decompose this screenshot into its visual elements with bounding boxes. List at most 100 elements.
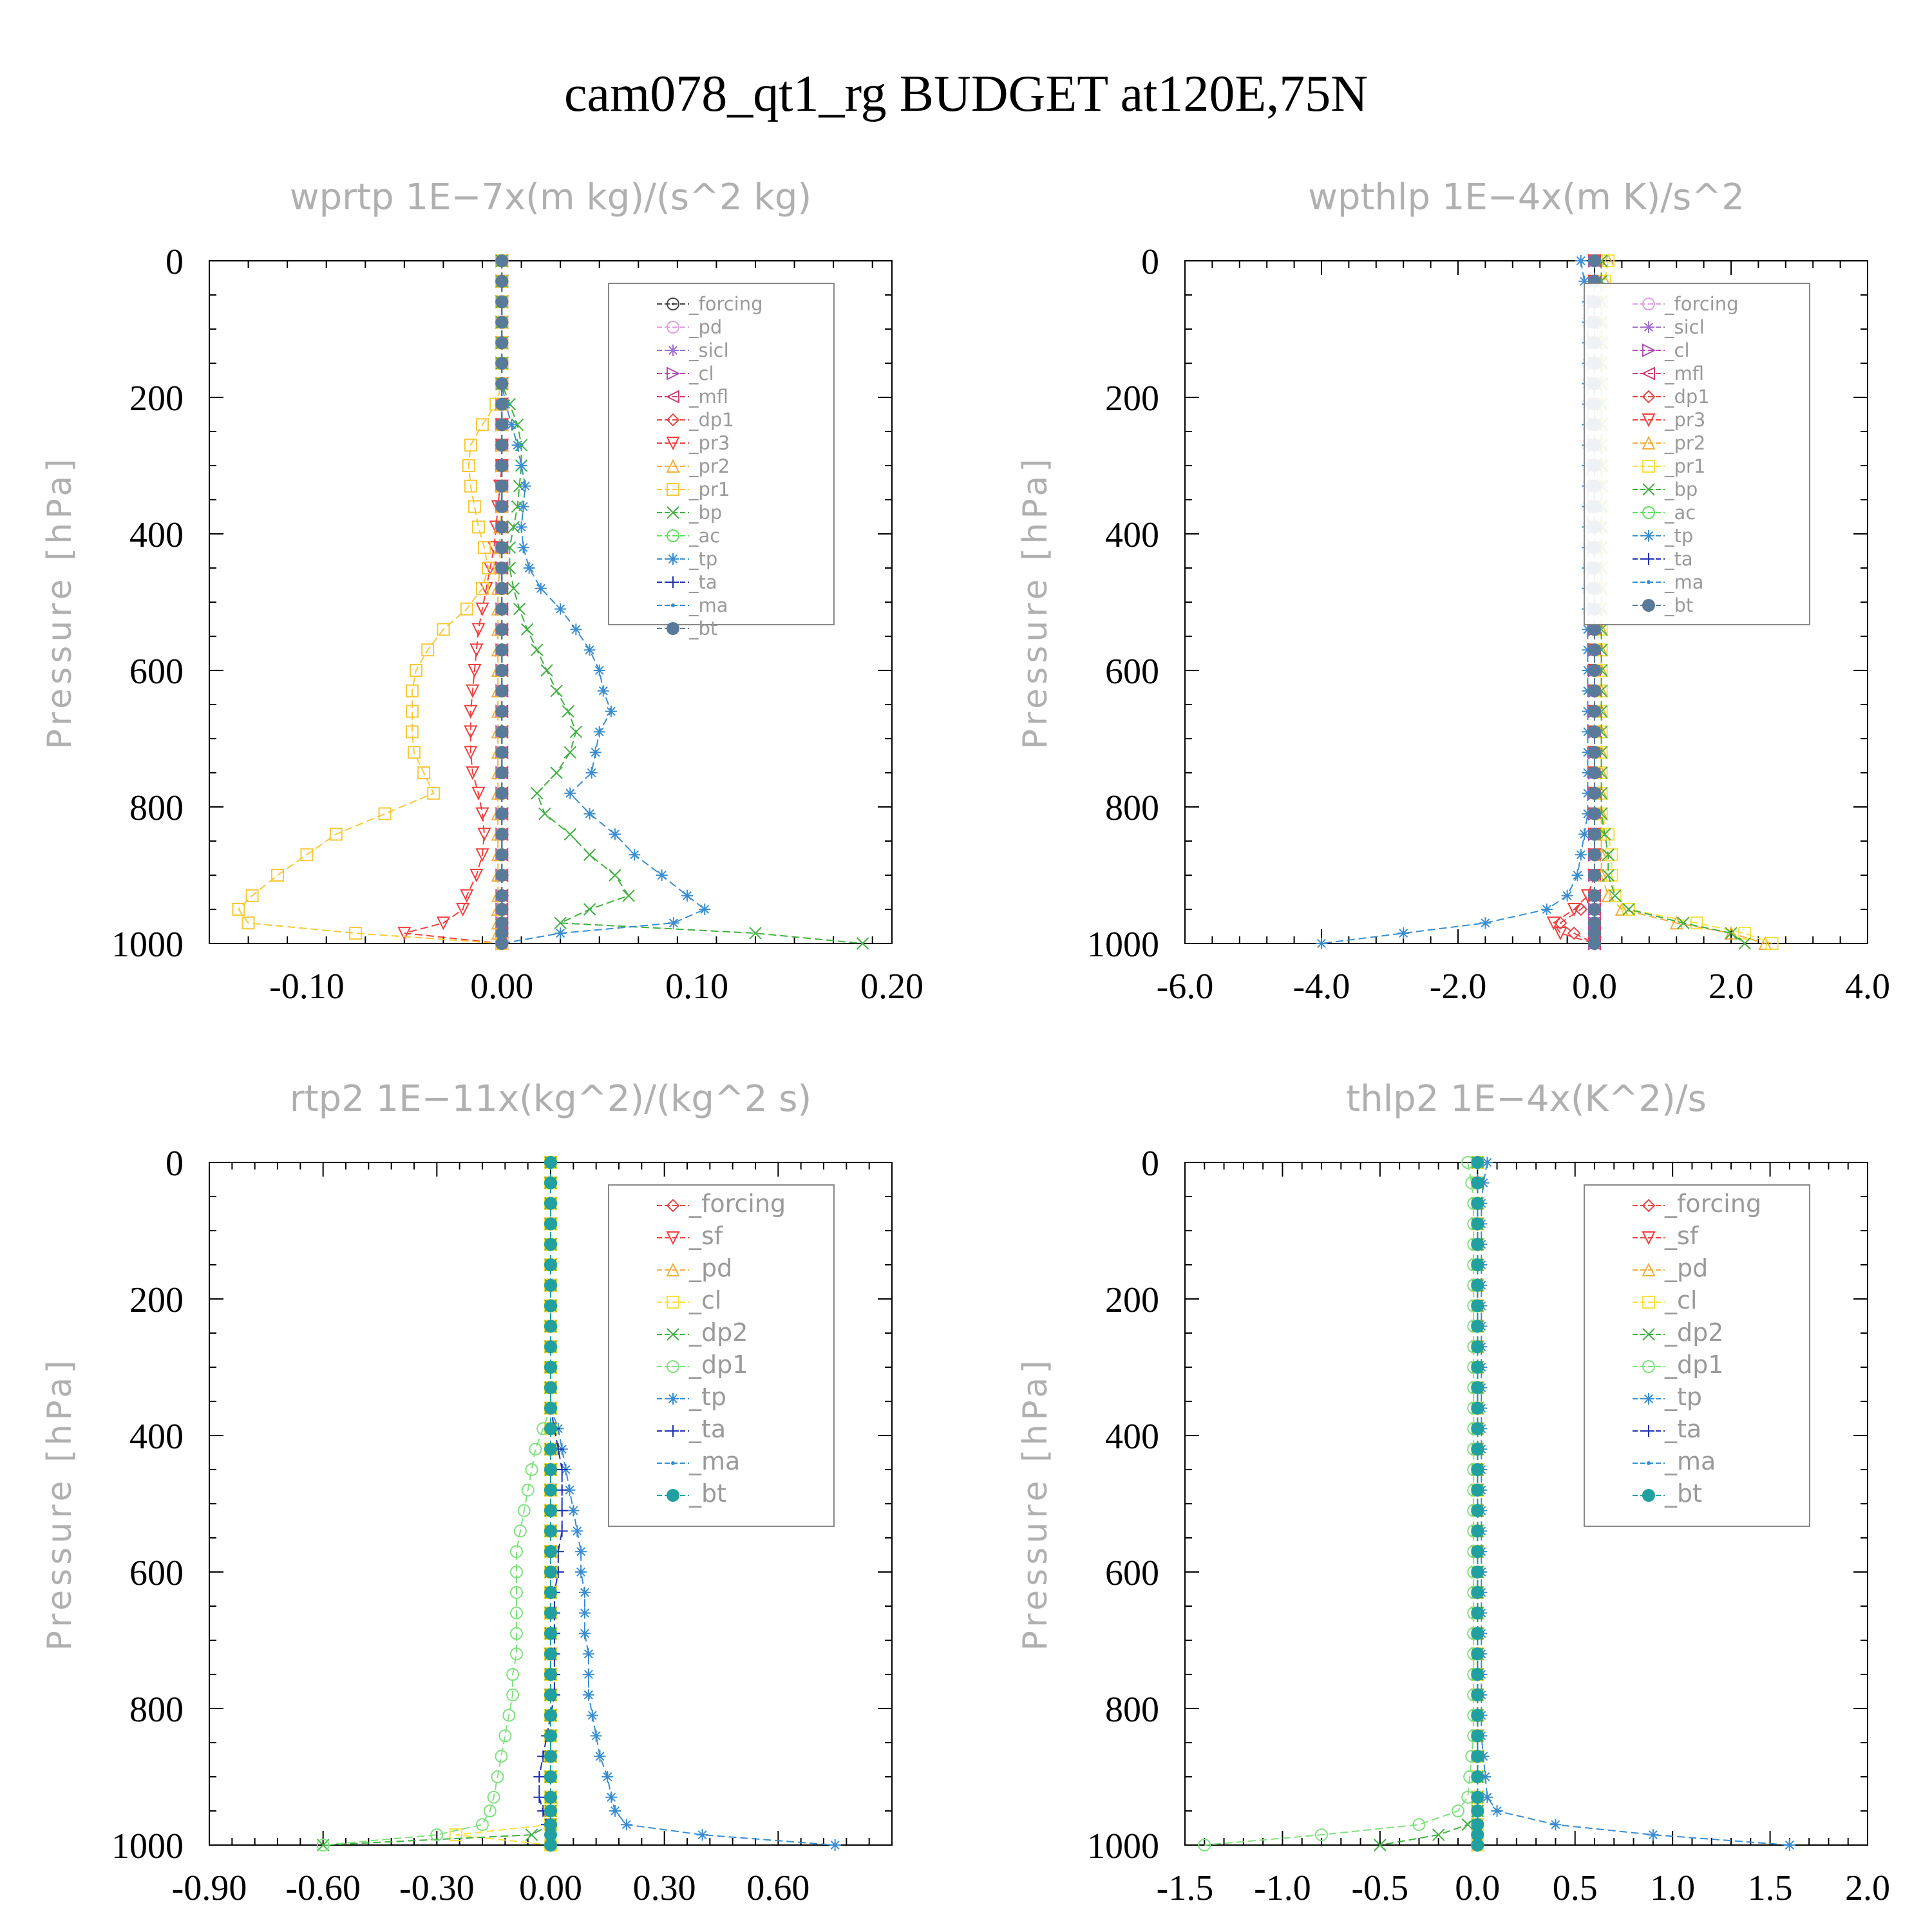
panel-title: rtp2 1E−11x(kg^2)/(kg^2 s): [290, 1078, 812, 1120]
legend-swatch-marker: [1643, 321, 1654, 333]
data-point: [1471, 1790, 1484, 1804]
series-bt: [544, 1156, 557, 1852]
legend-label: _cl: [688, 363, 714, 384]
data-point: [1481, 1791, 1493, 1803]
legend-label: _pr1: [1664, 455, 1705, 477]
legend-label: _pd: [688, 316, 722, 338]
data-point: [495, 418, 509, 431]
data-point: [469, 869, 484, 883]
data-point: [1602, 254, 1615, 267]
legend-swatch-marker: [667, 553, 679, 565]
data-point: [468, 664, 482, 678]
data-point: [582, 1689, 594, 1701]
legend-label: _pr2: [1664, 432, 1705, 454]
data-point: [829, 1839, 841, 1851]
data-point: [1471, 1606, 1484, 1620]
data-point: [597, 685, 609, 697]
legend-swatch-marker: [671, 603, 675, 607]
data-point: [417, 766, 431, 779]
data-point: [544, 1299, 557, 1312]
legend-swatch-marker: [671, 1461, 675, 1465]
y-tick-label: 800: [129, 1690, 184, 1730]
data-point: [1461, 1818, 1474, 1831]
data-point: [1588, 746, 1601, 759]
data-point: [1471, 1217, 1484, 1231]
data-point: [232, 903, 245, 916]
data-point: [1471, 1443, 1484, 1456]
legend-label: _cl: [1664, 1286, 1697, 1314]
data-point: [582, 1669, 594, 1680]
legend-label: _forcing: [1664, 293, 1739, 315]
data-point: [544, 1156, 557, 1169]
data-point: [405, 705, 419, 718]
data-point: [495, 869, 509, 882]
data-point: [1588, 623, 1601, 636]
data-point: [544, 1197, 557, 1210]
data-point: [510, 1545, 523, 1558]
data-point: [544, 1828, 557, 1842]
legend-swatch-marker: [1642, 1360, 1655, 1373]
y-axis-label: Pressure [hPa]: [1016, 1357, 1055, 1651]
legend-swatch-marker: [667, 1328, 679, 1341]
data-point: [495, 623, 509, 636]
data-point: [462, 459, 475, 472]
data-point: [583, 903, 596, 916]
data-point: [1578, 828, 1591, 840]
legend-label: _tp: [688, 1383, 726, 1411]
data-point: [1546, 916, 1561, 931]
data-point: [582, 1648, 594, 1660]
data-point: [506, 1688, 520, 1701]
legend-swatch-marker: [666, 413, 680, 427]
panel-title: wpthlp 1E−4x(m K)/s^2: [1308, 176, 1745, 218]
data-point: [1471, 1483, 1484, 1497]
data-point: [544, 1320, 557, 1333]
data-point: [468, 500, 481, 513]
data-point: [544, 1463, 557, 1476]
legend-label: _pd: [1664, 1254, 1708, 1282]
data-point: [681, 889, 693, 902]
data-point: [749, 927, 762, 940]
data-point: [1582, 767, 1594, 779]
data-point: [1471, 1299, 1484, 1312]
legend-label: _bt: [1664, 594, 1693, 616]
y-tick-label: 600: [129, 652, 184, 692]
legend-swatch-marker: [1643, 1393, 1654, 1405]
data-point: [495, 500, 509, 513]
data-point: [1582, 685, 1594, 697]
data-point: [1601, 888, 1615, 902]
data-point: [570, 623, 582, 636]
data-point: [495, 937, 509, 950]
legend-label: _tp: [1664, 525, 1693, 547]
legend-label: _cl: [688, 1286, 721, 1314]
panel-3: rtp2 1E−11x(kg^2)/(kg^2 s) Pressure [hPa]…: [41, 1078, 893, 1908]
data-point: [1397, 927, 1410, 940]
data-point: [520, 623, 534, 636]
data-point: [544, 1361, 557, 1374]
legend-swatch-marker: [666, 459, 680, 473]
data-point: [1582, 726, 1594, 738]
legend-label: _pr2: [688, 455, 730, 477]
data-point: [593, 726, 605, 738]
data-point: [349, 927, 363, 940]
x-tick-label: 0.00: [470, 967, 533, 1007]
data-point: [583, 808, 596, 820]
y-tick-label: 1000: [111, 1826, 184, 1866]
legend: _forcing _sf _pd _cl _dp2 _dp1 _tp _ta _ma _bt: [1584, 1184, 1810, 1527]
data-point: [1602, 828, 1615, 841]
data-point: [609, 1805, 621, 1817]
data-point: [464, 725, 478, 739]
legend-label: _mfl: [1664, 363, 1704, 384]
data-point: [1315, 1828, 1328, 1842]
series-dp2: [316, 1156, 557, 1852]
data-point: [622, 889, 635, 902]
data-point: [495, 397, 509, 411]
legend-swatch-marker: [667, 298, 679, 310]
legend-label: _ac: [688, 525, 720, 547]
data-point: [495, 479, 509, 493]
data-point: [1758, 936, 1772, 950]
panel-title: wprtp 1E−7x(m kg)/(s^2 kg): [290, 176, 811, 218]
data-point: [556, 1484, 568, 1496]
data-point: [1471, 1804, 1484, 1817]
legend-swatch-marker: [667, 1296, 679, 1309]
